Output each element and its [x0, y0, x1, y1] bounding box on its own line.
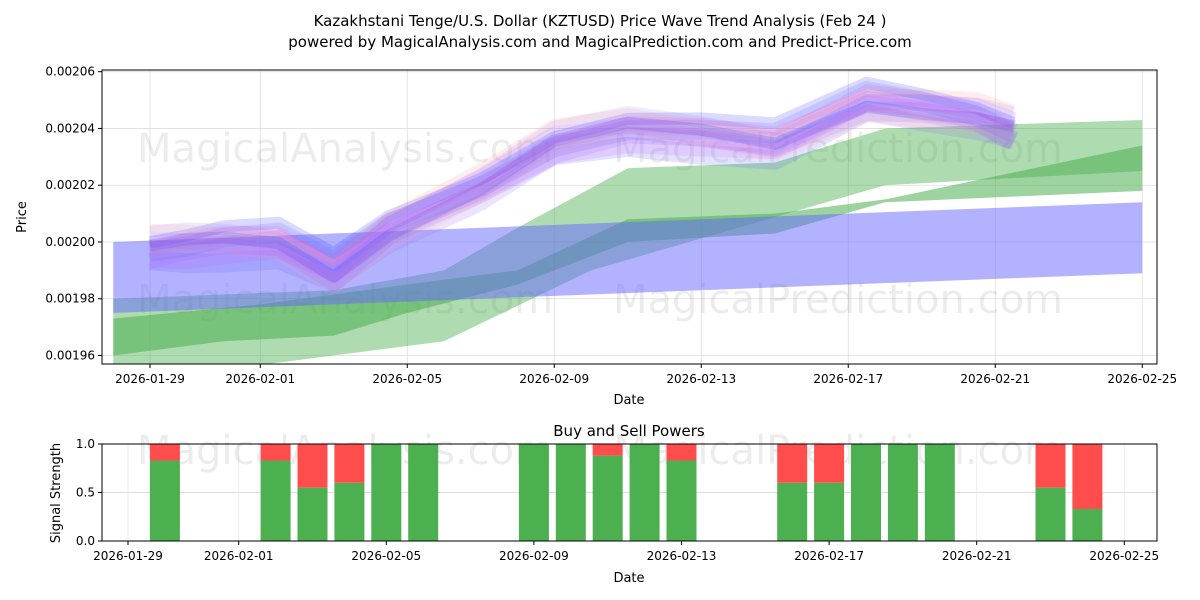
buy-bar	[1072, 508, 1103, 541]
wave-line	[149, 84, 1016, 263]
buy-bar	[297, 487, 328, 541]
sell-bar	[814, 444, 845, 483]
x-tick-label: 2026-02-21	[942, 549, 1012, 563]
y-tick-label: 0.00196	[45, 348, 95, 362]
watermark: MagicalPrediction.com	[613, 126, 1063, 172]
x-tick-label: 2026-01-29	[115, 372, 185, 386]
buy-bar	[592, 455, 623, 541]
x-tick-label: 2026-02-09	[499, 549, 569, 563]
x-tick-label: 2026-02-17	[813, 372, 883, 386]
sell-bar	[592, 444, 623, 456]
wave-line	[149, 94, 1017, 282]
chart-subtitle: powered by MagicalAnalysis.com and Magic…	[288, 33, 912, 51]
x-tick-label: 2026-02-13	[666, 372, 736, 386]
x-tick-label: 2026-01-29	[93, 549, 163, 563]
buy-bar	[408, 444, 439, 541]
sell-bar	[149, 444, 180, 461]
x-tick-label: 2026-02-17	[794, 549, 864, 563]
wave-line	[149, 89, 1015, 268]
buy-bar	[334, 482, 365, 541]
sell-bar	[297, 444, 328, 488]
x-tick-label: 2026-02-01	[225, 372, 295, 386]
sell-bar	[777, 444, 808, 483]
plot-frame	[101, 69, 1158, 365]
buy-bar	[149, 460, 180, 541]
sell-bar	[666, 444, 697, 461]
sell-bar	[260, 444, 291, 461]
sell-bar	[334, 444, 365, 483]
wave-line	[148, 100, 1015, 283]
buy-bar	[924, 444, 955, 541]
wave-line	[149, 95, 1018, 282]
y-tick-label: 0.5	[76, 486, 95, 500]
buy-bar	[777, 482, 808, 541]
wave-line	[148, 102, 1016, 294]
y-tick-label: 0.00204	[45, 121, 95, 135]
wave-line	[149, 94, 1017, 277]
x-tick-label: 2026-02-21	[960, 372, 1030, 386]
x-tick-label: 2026-02-05	[351, 549, 421, 563]
buy-bar	[666, 460, 697, 541]
x-tick-label: 2026-02-25	[1107, 372, 1177, 386]
buy-bar	[814, 482, 845, 541]
x-tick-label: 2026-02-25	[1089, 549, 1159, 563]
plot-area: MagicalAnalysis.com MagicalPrediction.com…	[102, 70, 1157, 364]
watermark: MagicalAnalysis.com	[137, 126, 553, 172]
buy-bar	[371, 444, 402, 541]
wave-line	[149, 91, 1016, 274]
wave-line	[148, 81, 1018, 272]
buy-bar	[887, 444, 918, 541]
signal-chart: MagicalAnalysis.comMagicalPrediction.com…	[76, 428, 1159, 563]
x-axis-label: Date	[613, 393, 644, 408]
sell-bar	[1072, 444, 1103, 509]
wave-line	[148, 104, 1016, 291]
buy-bar	[1035, 487, 1066, 541]
x-tick-label: 2026-02-01	[204, 549, 274, 563]
x-tick-label: 2026-02-13	[647, 549, 717, 563]
buy-bar	[851, 444, 881, 541]
price-chart: MagicalAnalysis.com MagicalPrediction.com…	[45, 65, 1177, 386]
buy-bar	[260, 460, 291, 541]
buy-bar	[555, 444, 586, 541]
chart-title: Kazakhstani Tenge/U.S. Dollar (KZTUSD) P…	[314, 12, 887, 30]
x-tick-label: 2026-02-05	[372, 372, 442, 386]
y-tick-label: 1.0	[76, 437, 95, 451]
sell-bar	[1035, 444, 1066, 488]
wave-line	[149, 89, 1015, 268]
signal-x-axis-label: Date	[613, 571, 644, 586]
buy-bar	[629, 444, 660, 541]
wave-line	[149, 103, 1015, 282]
y-axis-label: Price	[15, 201, 30, 233]
y-tick-label: 0.00200	[45, 235, 95, 249]
y-tick-label: 0.00202	[45, 178, 95, 192]
y-tick-label: 0.0	[76, 534, 95, 548]
y-tick-label: 0.00206	[45, 65, 95, 79]
wave-line	[148, 76, 1016, 259]
signal-y-axis-label: Signal Strength	[49, 443, 64, 543]
signal-chart-title: Buy and Sell Powers	[553, 422, 705, 440]
buy-bar	[518, 444, 549, 541]
x-tick-label: 2026-02-09	[519, 372, 589, 386]
y-tick-label: 0.00198	[45, 292, 95, 306]
wave-line	[149, 101, 1019, 292]
band-blue-band	[113, 202, 1143, 313]
